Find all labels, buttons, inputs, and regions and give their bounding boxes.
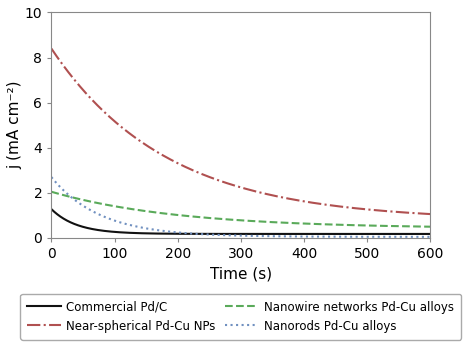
Line: Near-spherical Pd-Cu NPs: Near-spherical Pd-Cu NPs — [51, 49, 430, 214]
Commercial Pd/C — [48, 207, 54, 211]
Commercial Pd/C — [428, 232, 433, 236]
Nanorods Pd-Cu alloys — [48, 175, 54, 179]
Commercial Pd/C — [420, 232, 426, 236]
Near-spherical Pd-Cu NPs — [114, 121, 120, 126]
Nanorods Pd-Cu alloys — [194, 232, 200, 236]
Commercial Pd/C — [194, 232, 200, 236]
Nanowire networks Pd-Cu alloys — [194, 215, 200, 219]
Near-spherical Pd-Cu NPs — [428, 212, 433, 216]
Line: Nanowire networks Pd-Cu alloys: Nanowire networks Pd-Cu alloys — [51, 192, 430, 227]
Nanorods Pd-Cu alloys — [92, 210, 98, 215]
Commercial Pd/C — [114, 230, 120, 234]
Near-spherical Pd-Cu NPs — [194, 170, 200, 174]
Commercial Pd/C — [379, 232, 385, 236]
Commercial Pd/C — [92, 228, 98, 232]
Nanowire networks Pd-Cu alloys — [428, 225, 433, 229]
Nanorods Pd-Cu alloys — [210, 233, 216, 237]
Y-axis label: j (mA cm⁻²): j (mA cm⁻²) — [7, 81, 22, 169]
Near-spherical Pd-Cu NPs — [379, 209, 385, 213]
Commercial Pd/C — [210, 232, 216, 236]
Near-spherical Pd-Cu NPs — [48, 47, 54, 51]
Nanowire networks Pd-Cu alloys — [420, 224, 426, 229]
Line: Commercial Pd/C: Commercial Pd/C — [51, 209, 430, 234]
Nanowire networks Pd-Cu alloys — [92, 200, 98, 204]
Line: Nanorods Pd-Cu alloys: Nanorods Pd-Cu alloys — [51, 177, 430, 237]
Near-spherical Pd-Cu NPs — [210, 176, 216, 181]
Nanowire networks Pd-Cu alloys — [379, 224, 385, 228]
Nanowire networks Pd-Cu alloys — [114, 204, 120, 209]
Near-spherical Pd-Cu NPs — [92, 100, 98, 105]
Nanorods Pd-Cu alloys — [379, 235, 385, 239]
Nanorods Pd-Cu alloys — [420, 235, 426, 239]
X-axis label: Time (s): Time (s) — [210, 267, 272, 282]
Nanorods Pd-Cu alloys — [114, 219, 120, 224]
Near-spherical Pd-Cu NPs — [420, 211, 426, 216]
Nanowire networks Pd-Cu alloys — [210, 216, 216, 221]
Nanorods Pd-Cu alloys — [428, 235, 433, 239]
Nanowire networks Pd-Cu alloys — [48, 190, 54, 194]
Legend: Commercial Pd/C, Near-spherical Pd-Cu NPs, Nanowire networks Pd-Cu alloys, Nanor: Commercial Pd/C, Near-spherical Pd-Cu NP… — [20, 294, 461, 340]
